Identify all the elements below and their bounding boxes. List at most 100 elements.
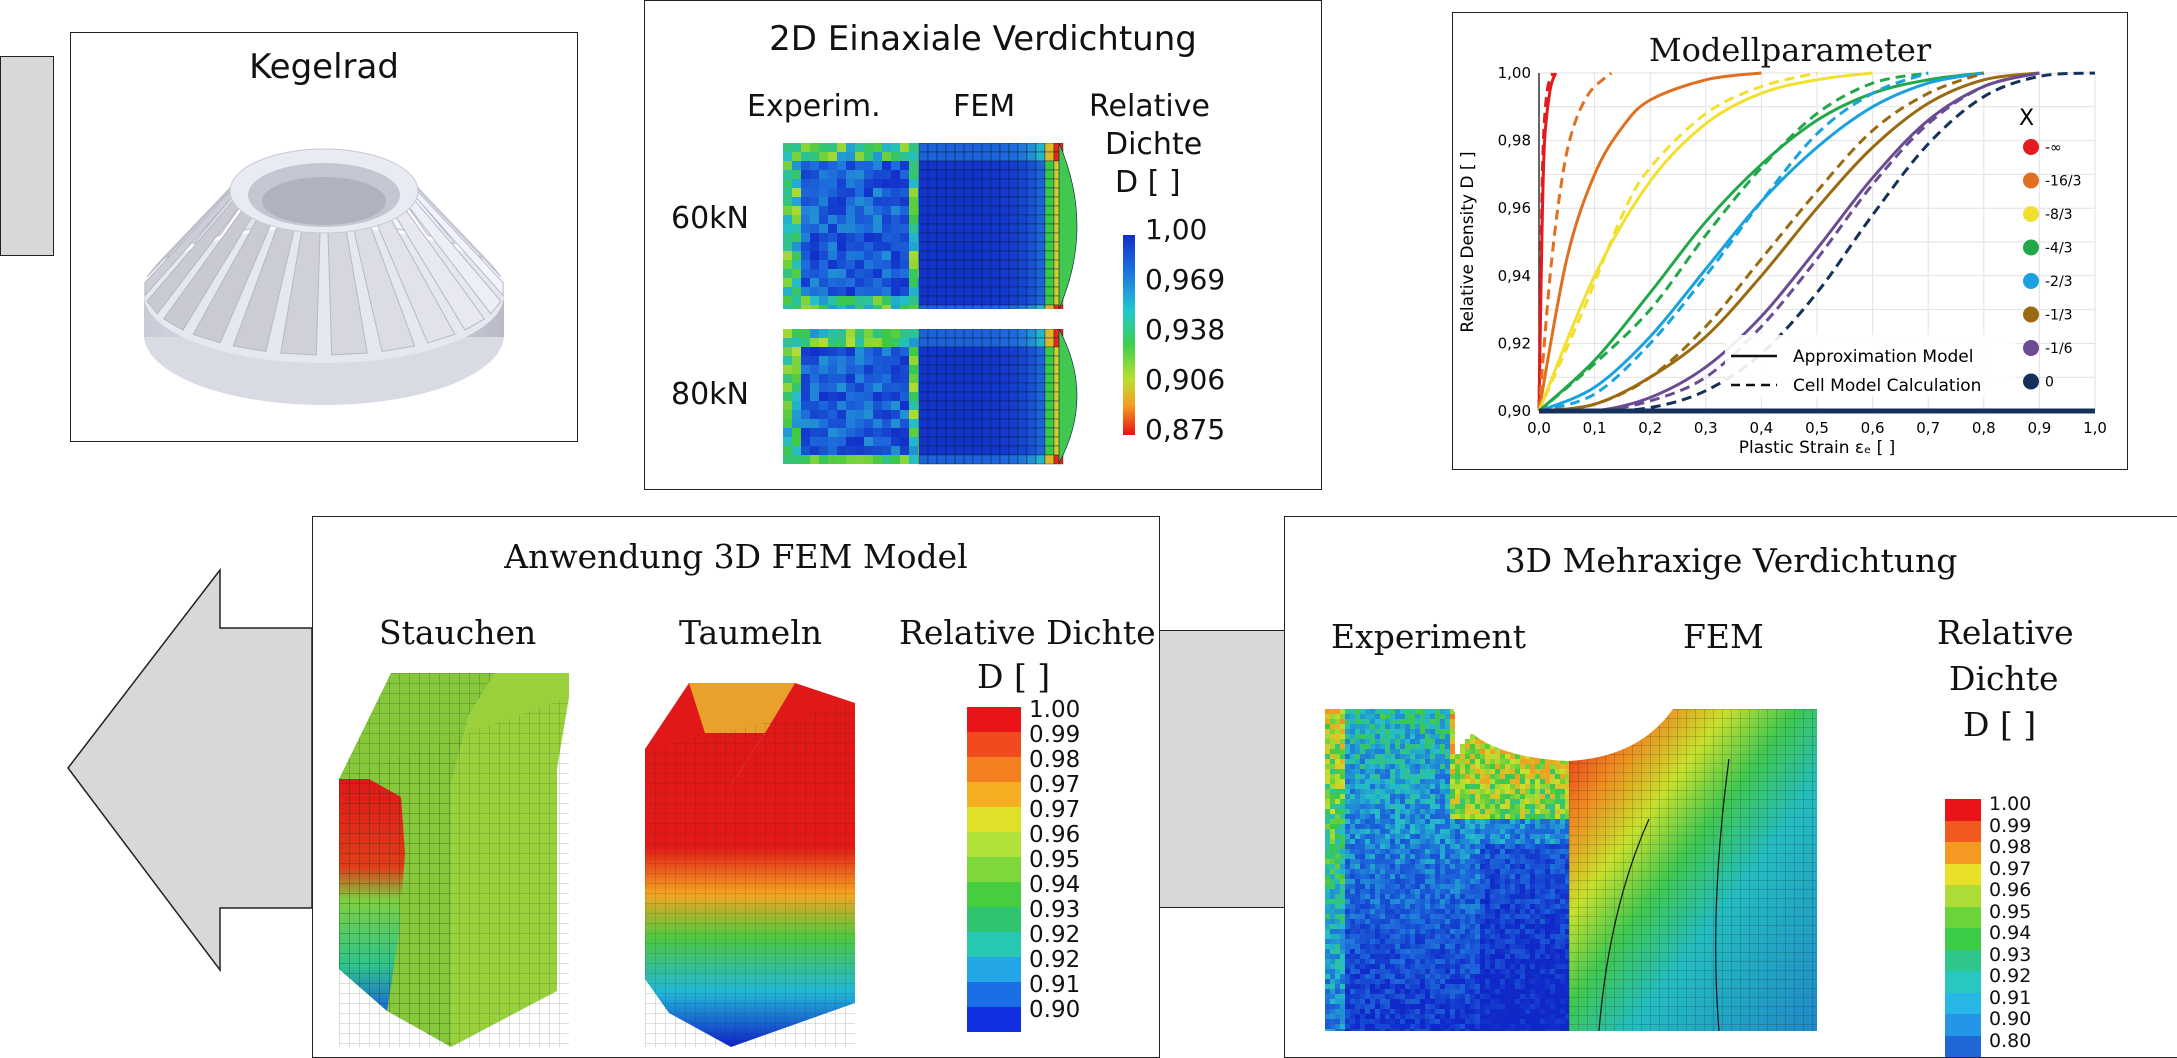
legend-marker: [2023, 273, 2039, 289]
colorbar-tick-label: 0.93: [1029, 897, 1081, 923]
colorbar-tick-label: 0.96: [1989, 879, 2032, 901]
legend-title: Relative Dichte: [899, 613, 1156, 652]
series-line-approx: [1538, 71, 2040, 413]
legend-title: X: [2019, 106, 2034, 131]
colorbar-swatch: [967, 832, 1021, 857]
colorbar-tick-label: 0.98: [1989, 836, 2032, 858]
fem-density-map: [1569, 709, 1817, 1031]
legend-title-line-1: Relative: [1089, 89, 1210, 124]
legend-marker: [2023, 239, 2039, 256]
colorbar-tick-label: 0.92: [1029, 922, 1081, 948]
label-stauchen: Stauchen: [379, 613, 537, 652]
specimen-80kn: [783, 329, 1078, 465]
colorbar-tick-label: 0.94: [1029, 872, 1081, 898]
panel-mehraxig: 3D Mehraxige Verdichtung Experiment FEM …: [1284, 516, 2177, 1058]
colorbar-tick-label: 0.90: [1989, 1008, 2032, 1030]
colorbar-tick-label: 0.96: [1029, 822, 1081, 848]
colorbar-tick-label: 0.94: [1989, 922, 2032, 944]
colorbar-tick-label: 0.95: [1029, 847, 1081, 873]
legend-line-style: Approximation Model: [1793, 347, 1973, 367]
legend-entry: -4/3: [2045, 241, 2073, 257]
colorbar-tick-label: 0.97: [1029, 772, 1081, 798]
colorbar-einaxial: [1123, 235, 1135, 435]
legend-unit: D [ ]: [977, 657, 1051, 696]
colorbar-tick-label: 0.99: [1029, 722, 1081, 748]
colorbar-tick-label: 0.97: [1989, 857, 2032, 880]
colorbar-tick-label: 1.00: [1029, 697, 1081, 723]
legend-title-line-2: Dichte: [1105, 127, 1203, 162]
colorbar-tick-label: 0.80: [1989, 1029, 2032, 1052]
x-axis-label: Plastic Strain εₑ [ ]: [1739, 438, 1896, 458]
legend-entry: -2/3: [2045, 274, 2073, 290]
y-tick-label: 1,00: [1498, 64, 1531, 82]
x-tick-label: 0,0: [1527, 419, 1551, 437]
colorbar-swatch: [967, 757, 1021, 782]
legend-entry: -1/3: [2045, 308, 2073, 324]
series-line-cell: [1537, 71, 1818, 412]
colorbar-tick-label: 1,00: [1145, 213, 1208, 246]
panel-title: Kegelrad: [249, 47, 399, 87]
label-fem: FEM: [1683, 617, 1764, 656]
colorbar-swatch: [1945, 842, 1981, 864]
colorbar-tick-label: 0,938: [1145, 313, 1226, 346]
column-label-fem: FEM: [953, 89, 1016, 124]
colorbar-swatch: [1945, 949, 1981, 971]
colorbar-tick-label: 0.92: [1029, 947, 1081, 973]
colorbar-swatch: [1945, 1014, 1981, 1036]
connector-mehraxig-anwendung: [1158, 630, 1288, 908]
y-tick-label: 0,90: [1498, 402, 1531, 420]
series-line-approx: [1538, 71, 1985, 413]
colorbar-tick-label: 0.92: [1989, 965, 2032, 987]
fem-model-stauchen: [339, 673, 569, 1047]
panel-title: 2D Einaxiale Verdichtung: [769, 19, 1197, 59]
y-tick-label: 0,94: [1498, 267, 1531, 285]
legend-line-style: Cell Model Calculation: [1793, 376, 1981, 396]
legend-entry: -1/6: [2045, 341, 2073, 357]
colorbar-tick-label: 0,969: [1145, 263, 1226, 296]
x-tick-label: 0,2: [1638, 419, 1662, 437]
series-line-approx: [1537, 71, 1984, 413]
colorbar-swatch: [967, 807, 1021, 832]
bevel-gear-image: [144, 148, 504, 405]
legend-entry: -∞: [2045, 140, 2062, 156]
row-label-60kn: 60kN: [671, 201, 749, 236]
x-tick-label: 0,8: [1972, 419, 1996, 437]
colorbar-swatch: [1945, 885, 1981, 907]
panel-title: 3D Mehraxige Verdichtung: [1504, 541, 1958, 580]
legend-title-line-3: D [ ]: [1963, 705, 2037, 744]
series-line-approx: [1538, 71, 2040, 414]
legend-marker: [2023, 139, 2039, 155]
label-taumeln: Taumeln: [679, 613, 823, 652]
colorbar-swatch: [967, 782, 1021, 807]
series-line-approx: [1537, 72, 1558, 412]
colorbar-swatch: [967, 982, 1021, 1007]
x-tick-label: 0,5: [1805, 419, 1829, 437]
colorbar-swatch: [967, 857, 1021, 882]
colorbar-swatch: [967, 732, 1021, 757]
legend-title-line-1: Relative: [1937, 613, 2074, 652]
colorbar-tick-label: 0.95: [1989, 900, 2032, 923]
legend-title-line-3: D [ ]: [1115, 165, 1181, 200]
colorbar-swatch: [967, 707, 1021, 732]
fem-model-taumeln: [645, 683, 855, 1047]
series-line-cell: [1538, 71, 1929, 413]
experiment-density-map: [1325, 709, 1569, 1031]
x-tick-label: 0,4: [1749, 419, 1773, 437]
label-experiment: Experiment: [1331, 617, 1527, 656]
colorbar-tick-label: 0.97: [1029, 797, 1081, 823]
colorbar-swatch: [1945, 1035, 1981, 1057]
y-tick-label: 0,92: [1498, 334, 1531, 352]
legend-marker: [2023, 172, 2039, 189]
colorbar-swatch: [1945, 863, 1981, 885]
colorbar-tick-label: 0,906: [1145, 363, 1226, 396]
legend-entry: 0: [2045, 375, 2054, 391]
panel-anwendung: Anwendung 3D FEM Model Stauchen Taumeln …: [312, 516, 1160, 1058]
legend-marker: [2023, 373, 2039, 390]
x-tick-label: 0,7: [1916, 419, 1940, 437]
series-line-cell: [1537, 71, 1613, 412]
colorbar-tick-label: 0.93: [1989, 943, 2032, 966]
colorbar-swatch: [967, 932, 1021, 957]
colorbar-tick-label: 0.99: [1989, 814, 2032, 837]
process-arrow: [67, 567, 313, 973]
x-tick-label: 0,9: [2027, 419, 2051, 437]
